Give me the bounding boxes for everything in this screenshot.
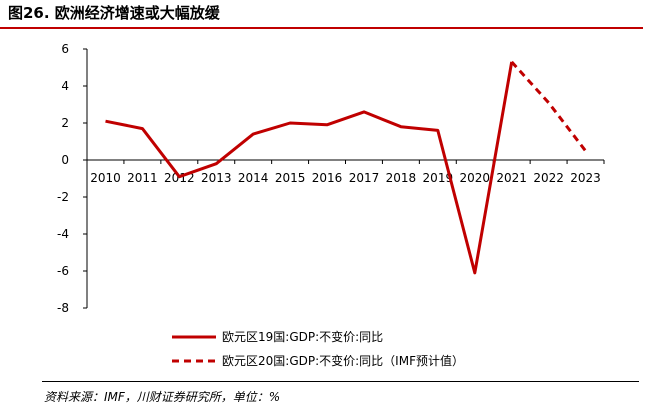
- chart-legend: 欧元区19国:GDP:不变价:同比欧元区20国:GDP:不变价:同比（IMF预计…: [172, 329, 464, 368]
- x-tick-label: 2019: [423, 171, 454, 185]
- y-tick-label: -8: [57, 301, 69, 315]
- title-rule: [0, 27, 643, 29]
- figure-title: 图26. 欧洲经济增速或大幅放缓: [8, 4, 220, 22]
- x-tick-label: 2017: [349, 171, 380, 185]
- y-tick-label: 4: [61, 79, 69, 93]
- x-tick-label: 2021: [496, 171, 527, 185]
- y-tick-label: 6: [61, 42, 69, 56]
- legend-label-1: 欧元区19国:GDP:不变价:同比: [222, 329, 383, 344]
- series-lines: [105, 60, 587, 275]
- x-tick-label: 2013: [201, 171, 232, 185]
- x-tick-label: 2011: [127, 171, 158, 185]
- x-tick-label: 2014: [238, 171, 269, 185]
- source-note: 资料来源：IMF，川财证券研究所，单位：%: [44, 390, 281, 404]
- x-tick-labels: 2010 2011 2012 2013 2014 2015 2016 2017 2018 2019…: [90, 171, 601, 185]
- y-tick-label: 0: [61, 153, 69, 167]
- x-tick-label: 2016: [312, 171, 343, 185]
- y-tick-label: 2: [61, 116, 69, 130]
- x-tick-label: 2022: [533, 171, 564, 185]
- source-rule: [42, 381, 639, 382]
- legend-label-2: 欧元区20国:GDP:不变价:同比（IMF预计值）: [222, 353, 464, 368]
- series-line-1: [105, 61, 514, 275]
- x-tick-label: 2020: [459, 171, 490, 185]
- x-tick-label: 2023: [570, 171, 601, 185]
- chart-axes: [83, 48, 605, 309]
- y-tick-label: -6: [57, 264, 69, 278]
- y-tick-label: -2: [57, 190, 69, 204]
- x-tick-label: 2018: [386, 171, 417, 185]
- series-line-2: [510, 60, 587, 152]
- x-tick-label: 2010: [90, 171, 121, 185]
- x-tick-label: 2015: [275, 171, 306, 185]
- y-tick-labels: 6 4 2 0 -2 -4 -6 -8: [57, 42, 69, 315]
- y-tick-label: -4: [57, 227, 69, 241]
